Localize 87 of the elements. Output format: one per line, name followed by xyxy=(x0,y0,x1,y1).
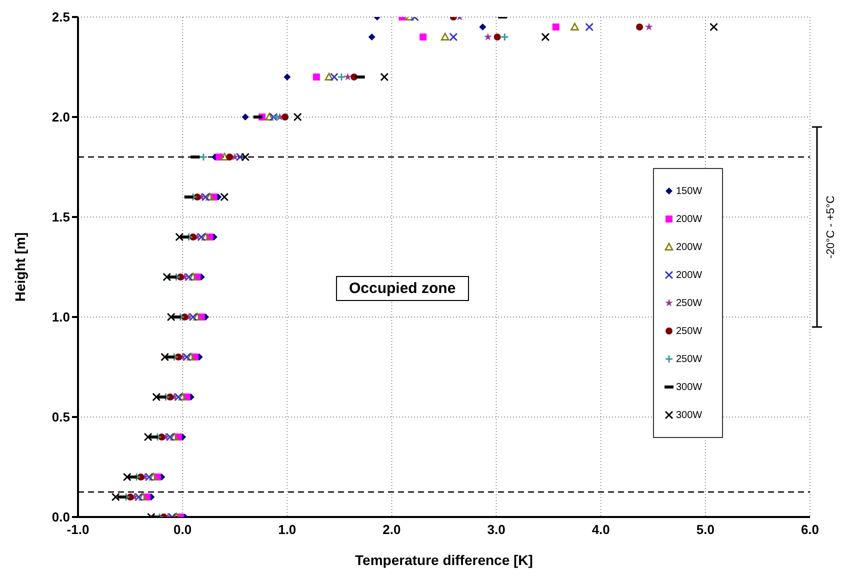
point xyxy=(178,392,187,400)
point xyxy=(494,34,501,40)
point xyxy=(484,32,492,40)
point xyxy=(186,352,196,360)
point xyxy=(242,114,249,120)
x-axis-title: Temperature difference [K] xyxy=(355,552,533,568)
legend-label: 250W xyxy=(676,354,702,364)
point xyxy=(636,24,644,30)
y-tick-label: 2.5 xyxy=(52,10,70,25)
text: -20°C - +5°C xyxy=(825,195,837,258)
point xyxy=(144,472,154,482)
point xyxy=(282,114,289,120)
point xyxy=(236,152,244,162)
legend-label: 200W xyxy=(676,214,702,224)
point xyxy=(541,32,550,42)
point xyxy=(184,272,194,282)
x-tick-label: 0.0 xyxy=(174,522,192,538)
y-tick-label: 0.5 xyxy=(52,410,70,425)
point xyxy=(111,492,120,502)
legend-label: 250W xyxy=(676,326,702,336)
legend-label: 150W xyxy=(676,186,702,196)
point xyxy=(197,232,206,242)
point xyxy=(174,392,183,402)
point xyxy=(188,272,198,280)
point xyxy=(220,192,229,202)
point xyxy=(293,112,302,122)
point xyxy=(265,112,274,120)
point xyxy=(440,32,450,40)
point xyxy=(570,22,579,30)
point xyxy=(166,312,176,322)
x-tick-label: 4.0 xyxy=(592,522,610,538)
point xyxy=(170,432,178,440)
point xyxy=(162,272,172,282)
point xyxy=(380,72,389,82)
legend-label: 300W xyxy=(676,410,702,420)
point xyxy=(272,112,281,122)
point xyxy=(182,352,192,362)
point xyxy=(160,352,170,362)
point xyxy=(644,22,653,30)
point xyxy=(337,72,346,82)
point xyxy=(201,232,210,240)
point xyxy=(152,392,161,402)
point xyxy=(420,34,427,40)
point xyxy=(122,472,132,482)
point xyxy=(269,112,278,122)
point xyxy=(166,432,174,442)
legend-label: 250W xyxy=(676,298,702,308)
point xyxy=(312,74,320,80)
point xyxy=(188,312,198,322)
point xyxy=(585,22,594,32)
y-tick-label: 2.0 xyxy=(52,110,70,125)
point xyxy=(149,472,158,480)
legend-label: 200W xyxy=(676,270,702,280)
point xyxy=(220,152,229,160)
x-tick-label: 1.0 xyxy=(278,522,296,538)
point xyxy=(552,24,560,30)
y-tick-label: 1.5 xyxy=(52,210,70,225)
y-axis-title: Height [m] xyxy=(12,232,28,302)
point xyxy=(284,74,291,80)
point xyxy=(193,312,202,320)
point xyxy=(134,492,143,502)
point xyxy=(201,192,210,202)
point xyxy=(368,34,376,40)
point xyxy=(330,72,338,82)
y-tick-label: 0.0 xyxy=(52,510,70,525)
x-tick-label: 6.0 xyxy=(800,522,820,538)
point xyxy=(144,432,152,442)
point xyxy=(226,154,234,160)
annotation: Occupied zone xyxy=(336,276,469,301)
point xyxy=(479,24,486,30)
x-tick-label: 2.0 xyxy=(382,522,401,538)
point xyxy=(241,152,250,162)
point xyxy=(449,32,458,42)
point xyxy=(175,232,184,242)
x-tick-label: -1.0 xyxy=(66,522,90,538)
point xyxy=(206,192,214,200)
point xyxy=(344,72,352,80)
legend-label: 300W xyxy=(676,382,702,392)
point xyxy=(710,22,718,32)
point xyxy=(138,492,147,500)
point xyxy=(199,152,208,162)
x-tick-label: 5.0 xyxy=(696,522,714,538)
legend-label: 200W xyxy=(676,242,702,252)
point xyxy=(500,32,509,42)
x-tick-label: 3.0 xyxy=(487,522,506,538)
point xyxy=(324,72,334,80)
y-tick-label: 1.0 xyxy=(52,310,70,325)
